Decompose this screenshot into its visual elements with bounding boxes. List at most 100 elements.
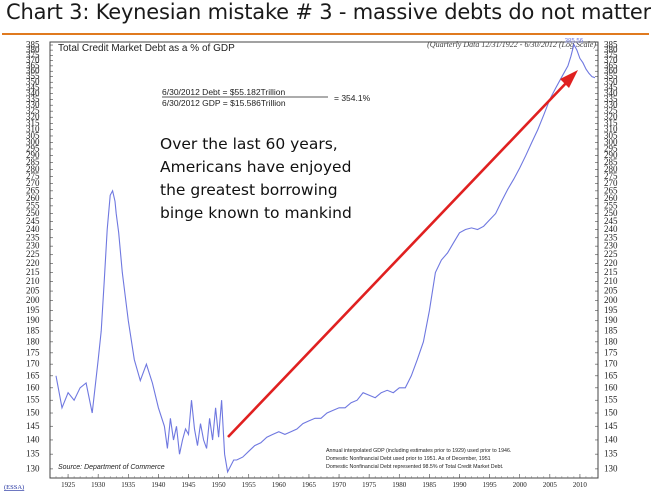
y-tick-label: 360 (26, 66, 40, 76)
y-tick-label: 315 (26, 118, 40, 128)
x-tick-label: 1975 (362, 481, 377, 489)
y-tick-label: 225 (26, 249, 40, 259)
y-tick-label: 295 (604, 143, 618, 153)
x-tick-label: 1965 (302, 481, 317, 489)
y-tick-label: 380 (604, 45, 618, 55)
chart-title: Total Credit Market Debt as a % of GDP (58, 43, 235, 54)
y-tick-label: 205 (604, 286, 618, 296)
formula-result: = 354.1% (334, 93, 371, 103)
trend-arrow (227, 70, 578, 438)
y-tick-label: 185 (604, 326, 618, 336)
x-tick-label: 1995 (483, 481, 498, 489)
y-tick-label: 310 (26, 124, 40, 134)
y-tick-label: 375 (604, 50, 618, 60)
y-tick-label: 235 (604, 232, 618, 242)
y-tick-label: 250 (26, 208, 40, 218)
footnote: Annual interpolated GDP (including estim… (326, 448, 511, 454)
y-tick-label: 165 (604, 370, 618, 380)
y-tick-label: 215 (604, 267, 618, 277)
y-tick-label: 280 (604, 164, 618, 174)
y-tick-label: 365 (26, 60, 40, 70)
y-tick-label: 190 (26, 315, 40, 325)
formula-debt: 6/30/2012 Debt = $55.182Trillion (162, 87, 286, 97)
y-tick-label: 315 (604, 118, 618, 128)
y-tick-label: 275 (26, 171, 40, 181)
y-tick-label: 340 (26, 88, 40, 98)
y-tick-label: 320 (604, 112, 618, 122)
y-tick-label: 235 (26, 232, 40, 242)
y-tick-label: 135 (604, 449, 618, 459)
y-tick-label: 355 (26, 71, 40, 81)
y-tick-label: 245 (26, 216, 40, 226)
y-tick-label: 345 (604, 82, 618, 92)
y-tick-label: 225 (604, 249, 618, 259)
y-tick-label: 380 (26, 45, 40, 55)
y-tick-label: 200 (604, 295, 618, 305)
y-tick-label: 325 (26, 106, 40, 116)
y-tick-label: 260 (26, 193, 40, 203)
y-tick-label: 185 (26, 326, 40, 336)
slide-title: Chart 3: Keynesian mistake # 3 - massive… (6, 0, 651, 24)
y-tick-label: 200 (26, 295, 40, 305)
source-note: Source: Department of Commerce (58, 464, 165, 471)
y-tick-label: 230 (26, 241, 40, 251)
y-tick-label: 345 (26, 82, 40, 92)
title-underline (2, 33, 649, 35)
y-tick-label: 375 (26, 50, 40, 60)
x-tick-label: 1985 (422, 481, 437, 489)
y-tick-label: 240 (26, 224, 40, 234)
period-note: (Quarterly Data 12/31/1922 - 6/30/2012 (… (427, 40, 596, 49)
y-tick-label: 355 (604, 71, 618, 81)
y-tick-label: 350 (604, 77, 618, 87)
y-tick-label: 305 (26, 130, 40, 140)
y-tick-label: 360 (604, 66, 618, 76)
y-tick-label: 135 (26, 449, 40, 459)
y-tick-label: 160 (26, 382, 40, 392)
y-tick-label: 275 (604, 171, 618, 181)
formula-block: 6/30/2012 Debt = $55.182Trillion 6/30/20… (162, 87, 371, 108)
y-tick-label: 215 (26, 267, 40, 277)
x-tick-label: 1925 (61, 481, 76, 489)
y-tick-label: 300 (604, 137, 618, 147)
y-tick-label: 155 (26, 395, 40, 405)
annotation-line: the greatest borrowing (160, 181, 338, 199)
y-tick-label: 265 (26, 185, 40, 195)
y-tick-label: 205 (26, 286, 40, 296)
y-tick-label: 180 (26, 336, 40, 346)
y-tick-label: 160 (604, 382, 618, 392)
y-tick-label: 320 (26, 112, 40, 122)
y-tick-label: 145 (604, 421, 618, 431)
y-tick-label: 245 (604, 216, 618, 226)
x-tick-label: 1935 (121, 481, 136, 489)
y-tick-label: 330 (26, 100, 40, 110)
formula-gdp: 6/30/2012 GDP = $15.586Trillion (162, 98, 286, 108)
y-tick-label: 180 (604, 336, 618, 346)
y-tick-label: 290 (604, 150, 618, 160)
y-tick-label: 145 (26, 421, 40, 431)
y-tick-label: 250 (604, 208, 618, 218)
y-tick-label: 220 (26, 258, 40, 268)
y-tick-label: 175 (26, 347, 40, 357)
y-tick-label: 370 (604, 55, 618, 65)
annotation-line: binge known to mankind (160, 204, 352, 222)
y-tick-label: 270 (604, 178, 618, 188)
x-tick-label: 1930 (91, 481, 106, 489)
x-axis: 1925 1930 1935 1940 1945 1950 1955 1960 1965 1970… (55, 474, 593, 489)
x-tick-label: 1950 (212, 481, 227, 489)
x-tick-label: 1945 (182, 481, 197, 489)
y-tick-label: 385 (26, 40, 40, 50)
x-tick-label: 1980 (392, 481, 407, 489)
y-tick-label: 170 (604, 359, 618, 369)
y-tick-label: 260 (604, 193, 618, 203)
essa-logo: (ESSA) (4, 484, 24, 491)
y-tick-label: 140 (604, 434, 618, 444)
y-tick-label: 385 (604, 40, 618, 50)
y-tick-label: 255 (604, 200, 618, 210)
footnotes: Annual interpolated GDP (including estim… (326, 448, 511, 470)
y-tick-label: 165 (26, 370, 40, 380)
y-tick-label: 310 (604, 124, 618, 134)
x-tick-label: 1990 (452, 481, 467, 489)
y-tick-label: 285 (604, 157, 618, 167)
peak-label: 385.56 (565, 38, 584, 44)
